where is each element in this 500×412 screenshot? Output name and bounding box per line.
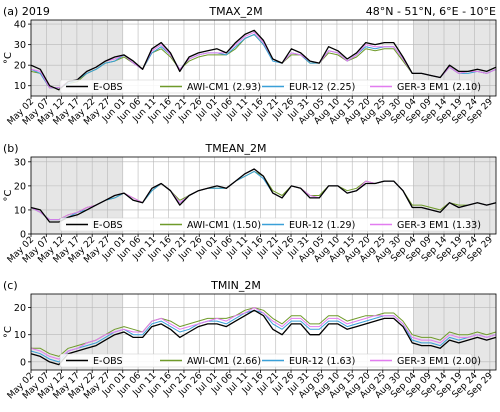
legend-label: GER-3 EM1 (1.33) <box>397 220 481 231</box>
legend-label: AWI-CM1 (2.66) <box>187 356 261 367</box>
series-line-ger <box>30 307 497 360</box>
y-tick-label: 0 <box>20 230 26 241</box>
y-tick-label: 40 <box>14 20 26 31</box>
legend-label: EUR-12 (1.63) <box>289 356 355 367</box>
panel-tag: (b) <box>3 142 19 155</box>
axes-frame <box>30 19 497 97</box>
legend-label: AWI-CM1 (1.50) <box>187 220 261 231</box>
legend: E-OBS AWI-CM1 (2.93) EUR-12 (2.25) GER-3 EM… <box>59 79 481 94</box>
y-tick-label: 0 <box>20 357 26 368</box>
y-tick-label: 20 <box>14 181 26 192</box>
series-line-e-obs <box>30 309 497 366</box>
legend-label: EUR-12 (2.25) <box>289 82 355 93</box>
y-tick-label: 30 <box>14 157 26 168</box>
legend: E-OBS AWI-CM1 (2.66) EUR-12 (1.63) GER-3 EM… <box>59 353 481 368</box>
legend: E-OBS AWI-CM1 (1.50) EUR-12 (1.29) GER-3 EM… <box>59 217 481 232</box>
y-tick-label: 10 <box>14 205 26 216</box>
region-label: 48°N - 51°N, 6°E - 10°E <box>366 5 496 18</box>
legend-label: E-OBS <box>93 356 123 367</box>
panel-tag: (a) 2019 <box>3 5 50 18</box>
y-tick-label: 20 <box>14 61 26 72</box>
y-tick-label: 30 <box>14 40 26 51</box>
panel-tag: (c) <box>3 279 18 292</box>
y-axis-label: °C <box>3 189 14 201</box>
panel-title: TMEAN_2M <box>205 142 267 155</box>
panel-title: TMAX_2M <box>208 5 262 18</box>
axes-frame <box>30 293 497 371</box>
legend-label: GER-3 EM1 (2.00) <box>397 356 481 367</box>
y-axis-label: °C <box>3 326 14 338</box>
axes-frame <box>30 156 497 235</box>
legend-label: AWI-CM1 (2.93) <box>187 82 261 93</box>
y-axis-label: °C <box>3 52 14 64</box>
legend-label: GER-3 EM1 (2.10) <box>397 82 481 93</box>
legend-label: E-OBS <box>93 82 123 93</box>
panel-title: TMIN_2M <box>210 279 261 292</box>
y-tick-label: 10 <box>14 330 26 341</box>
series-line-e-obs <box>30 168 497 223</box>
legend-label: E-OBS <box>93 220 123 231</box>
series-line-awi <box>31 307 497 357</box>
y-tick-label: 10 <box>14 81 26 92</box>
series-line-e-obs <box>30 29 497 91</box>
y-tick-label: 20 <box>14 303 26 314</box>
legend-label: EUR-12 (1.29) <box>289 220 355 231</box>
